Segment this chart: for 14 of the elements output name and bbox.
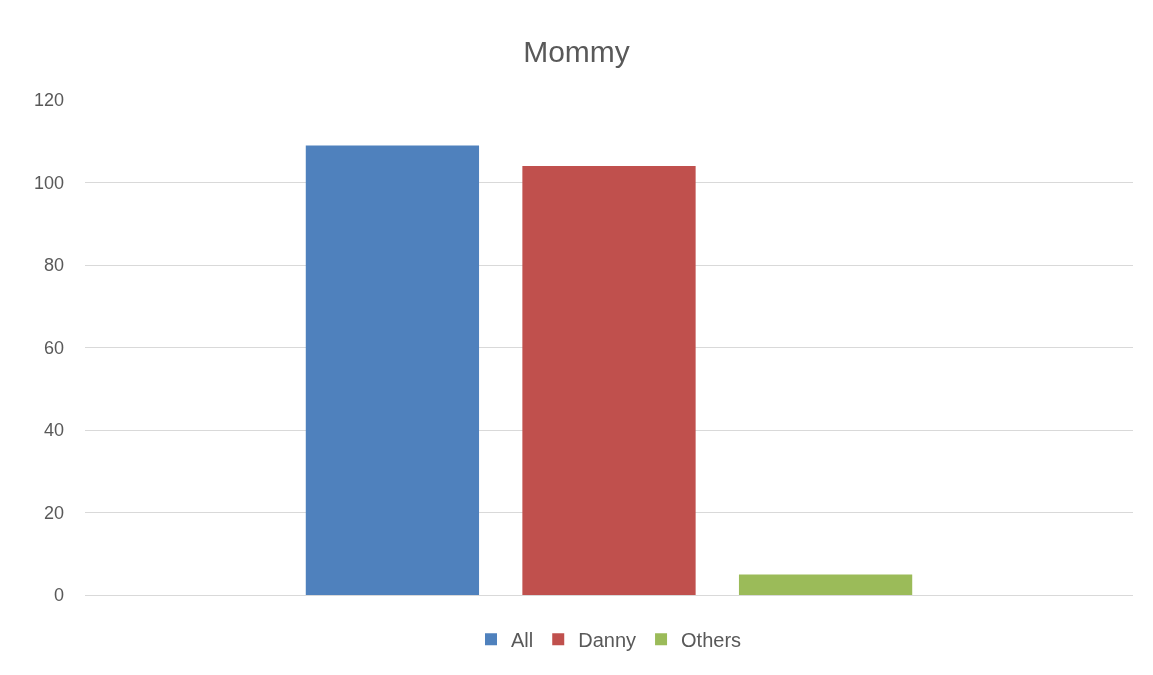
bar [522, 166, 696, 595]
legend-label: Others [681, 629, 742, 652]
y-tick-label: 80 [43, 255, 64, 276]
bar [738, 574, 913, 595]
y-tick-label: 0 [53, 585, 64, 606]
chart-title: Mommy [523, 34, 630, 68]
y-tick-label: 120 [33, 90, 64, 111]
y-tick-label: 100 [33, 172, 64, 193]
legend-label: All [511, 629, 534, 652]
bar [305, 145, 480, 595]
y-tick-label: 40 [43, 420, 64, 441]
y-tick-label: 60 [43, 337, 64, 358]
y-tick-label: 20 [43, 502, 64, 523]
legend-label: Danny [578, 629, 637, 652]
